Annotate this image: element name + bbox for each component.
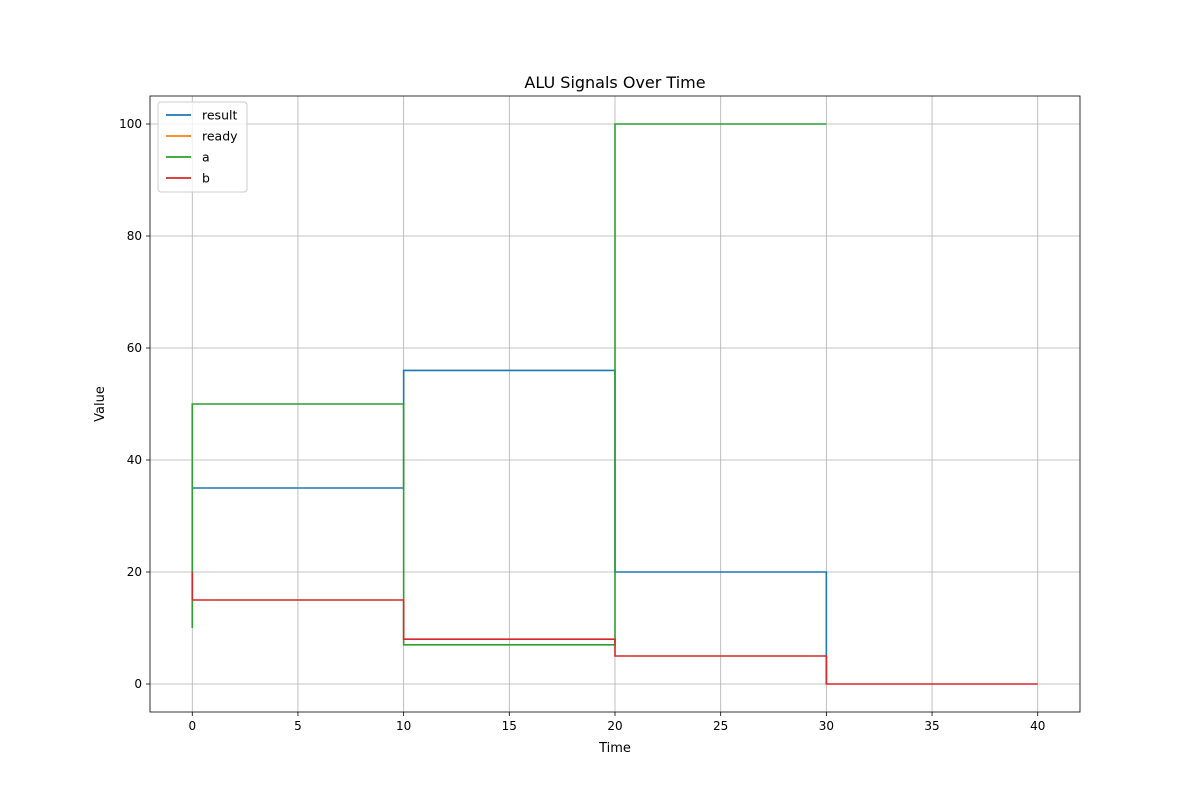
y-tick-label: 20 [127,565,142,579]
series-line-b [191,572,1038,685]
y-tick-label: 80 [127,229,142,243]
x-tick-label: 5 [294,719,302,733]
x-tick-label: 40 [1030,719,1045,733]
legend-box [157,101,248,193]
y-tick-label: 0 [134,677,142,691]
legend-label-ready: ready [202,129,238,144]
y-tick-label: 60 [127,341,142,355]
x-tick-label: 30 [819,719,834,733]
x-tick-label: 25 [713,719,728,733]
chart-title: ALU Signals Over Time [524,73,705,92]
y-axis-label: Value [93,386,108,422]
x-tick-label: 15 [502,719,517,733]
legend-label-b: b [202,171,210,186]
legend-label-result: result [202,108,237,123]
x-tick-label: 10 [396,719,411,733]
legend-label-a: a [202,150,210,165]
series-line-a [191,123,827,646]
x-tick-label: 0 [188,719,196,733]
series-layer [191,123,1038,685]
series-line-result [191,369,828,684]
y-tick-label: 100 [119,117,142,131]
y-tick-label: 40 [127,453,142,467]
x-tick-label: 20 [607,719,622,733]
x-axis-label: Time [598,741,631,756]
x-tick-label: 35 [924,719,939,733]
legend: result ready ab [157,101,248,193]
axes: 0 5 10 15 20 25 30 35 40 0 20 40 60 80 100 [119,95,1081,733]
